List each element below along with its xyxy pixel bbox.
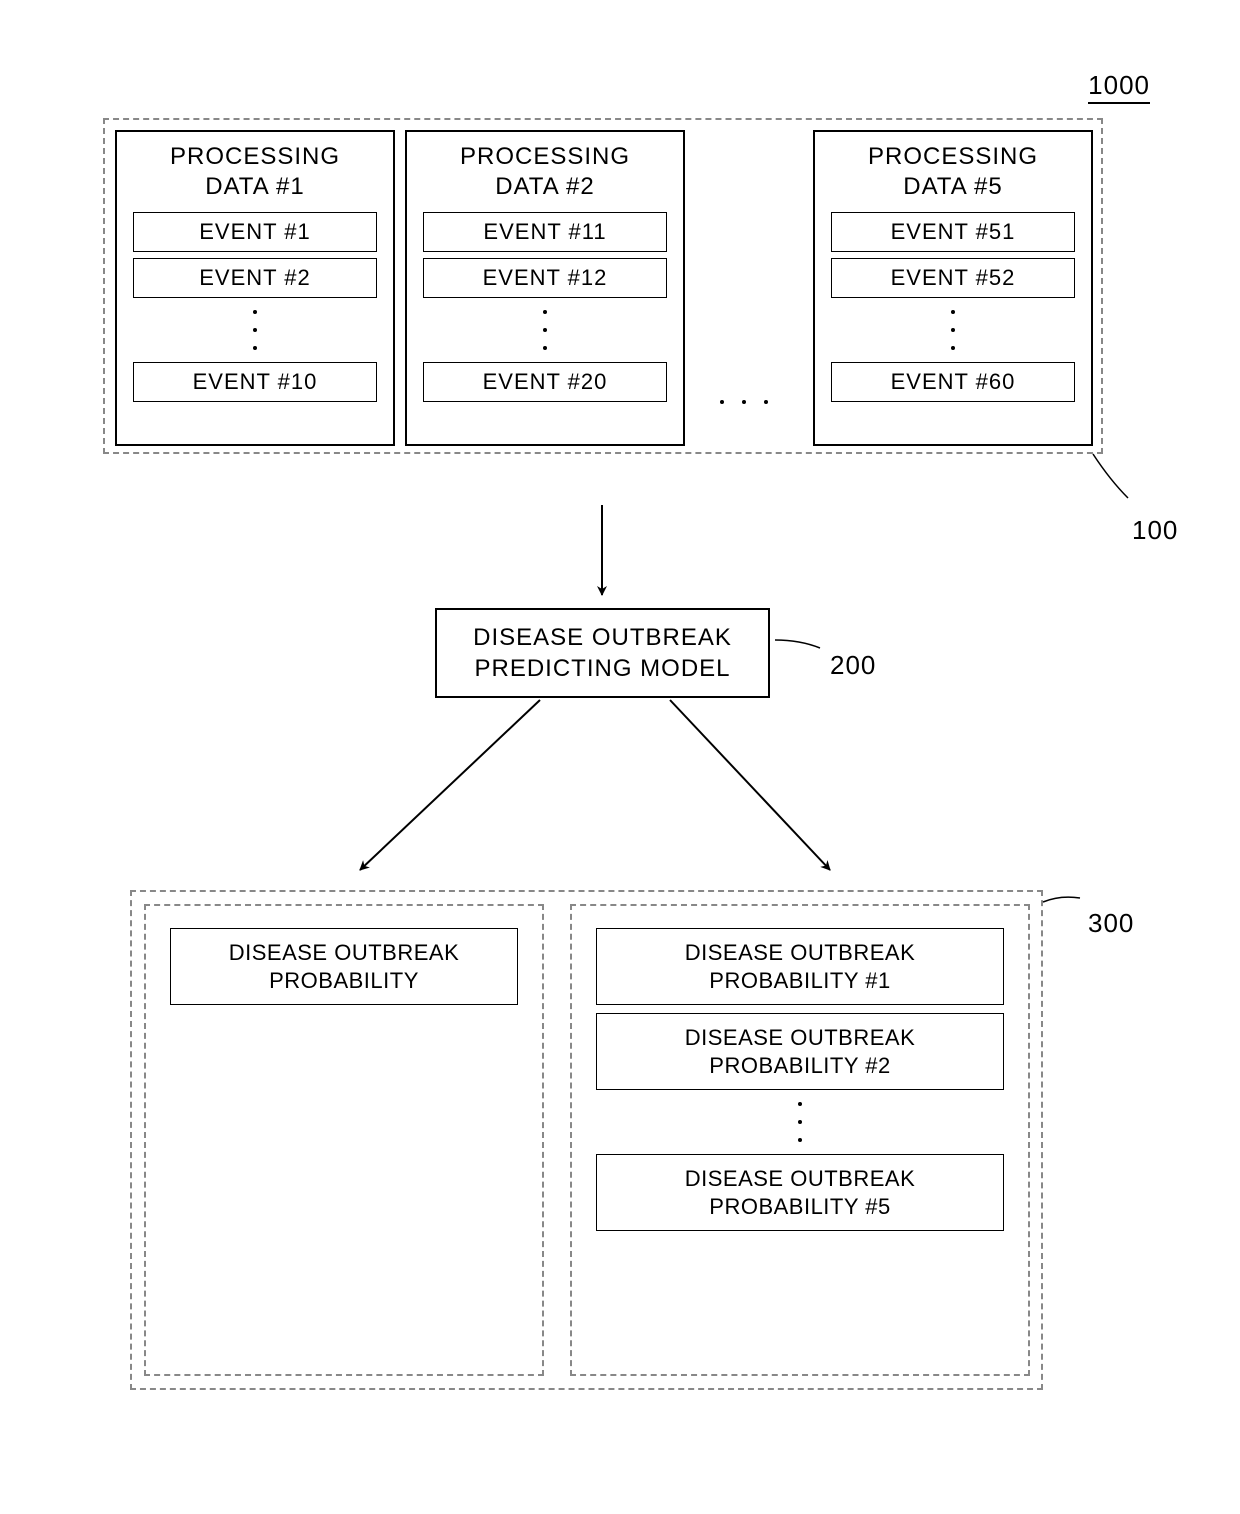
processing-data-title: PROCESSING DATA #2 (413, 142, 677, 202)
title-line: DATA #5 (903, 173, 1002, 200)
probability-line: DISEASE OUTBREAK (685, 940, 916, 965)
model-label-line: PREDICTING MODEL (474, 655, 730, 682)
event-box: EVENT #11 (423, 212, 667, 252)
callout-label-100: 100 (1132, 515, 1178, 546)
probability-box: DISEASE OUTBREAK PROBABILITY #2 (596, 1013, 1004, 1090)
vertical-ellipsis-icon (123, 310, 387, 350)
figure-number: 1000 (1088, 70, 1150, 104)
event-box: EVENT #12 (423, 258, 667, 298)
horizontal-ellipsis-icon (720, 400, 768, 404)
probability-box: DISEASE OUTBREAK PROBABILITY (170, 928, 518, 1005)
probability-line: PROBABILITY (269, 968, 419, 993)
event-box: EVENT #60 (831, 362, 1075, 402)
probability-line: DISEASE OUTBREAK (685, 1025, 916, 1050)
probability-line: PROBABILITY #2 (709, 1053, 890, 1078)
model-box: DISEASE OUTBREAK PREDICTING MODEL (435, 608, 770, 698)
probability-line: DISEASE OUTBREAK (229, 940, 460, 965)
processing-data-title: PROCESSING DATA #1 (123, 142, 387, 202)
probability-line: PROBABILITY #1 (709, 968, 890, 993)
title-line: PROCESSING (460, 143, 630, 170)
probability-line: DISEASE OUTBREAK (685, 1166, 916, 1191)
vertical-ellipsis-icon (821, 310, 1085, 350)
probability-line: PROBABILITY #5 (709, 1194, 890, 1219)
processing-data-title: PROCESSING DATA #5 (821, 142, 1085, 202)
input-container: PROCESSING DATA #1 EVENT #1 EVENT #2 EVE… (103, 118, 1103, 454)
probability-box: DISEASE OUTBREAK PROBABILITY #1 (596, 928, 1004, 1005)
callout-label-200: 200 (830, 650, 876, 681)
event-box: EVENT #20 (423, 362, 667, 402)
output-right-group: DISEASE OUTBREAK PROBABILITY #1 DISEASE … (570, 904, 1030, 1376)
event-box: EVENT #52 (831, 258, 1075, 298)
event-box: EVENT #10 (133, 362, 377, 402)
processing-data-block-1: PROCESSING DATA #1 EVENT #1 EVENT #2 EVE… (115, 130, 395, 446)
processing-data-block-2: PROCESSING DATA #2 EVENT #11 EVENT #12 E… (405, 130, 685, 446)
event-box: EVENT #1 (133, 212, 377, 252)
title-line: PROCESSING (170, 143, 340, 170)
callout-label-300: 300 (1088, 908, 1134, 939)
event-box: EVENT #51 (831, 212, 1075, 252)
processing-data-block-5: PROCESSING DATA #5 EVENT #51 EVENT #52 E… (813, 130, 1093, 446)
title-line: DATA #2 (495, 173, 594, 200)
event-box: EVENT #2 (133, 258, 377, 298)
vertical-ellipsis-icon (413, 310, 677, 350)
output-container: DISEASE OUTBREAK PROBABILITY DISEASE OUT… (130, 890, 1043, 1390)
output-left-group: DISEASE OUTBREAK PROBABILITY (144, 904, 544, 1376)
vertical-ellipsis-icon (586, 1102, 1014, 1142)
probability-box: DISEASE OUTBREAK PROBABILITY #5 (596, 1154, 1004, 1231)
model-label-line: DISEASE OUTBREAK (473, 624, 732, 651)
title-line: PROCESSING (868, 143, 1038, 170)
title-line: DATA #1 (205, 173, 304, 200)
